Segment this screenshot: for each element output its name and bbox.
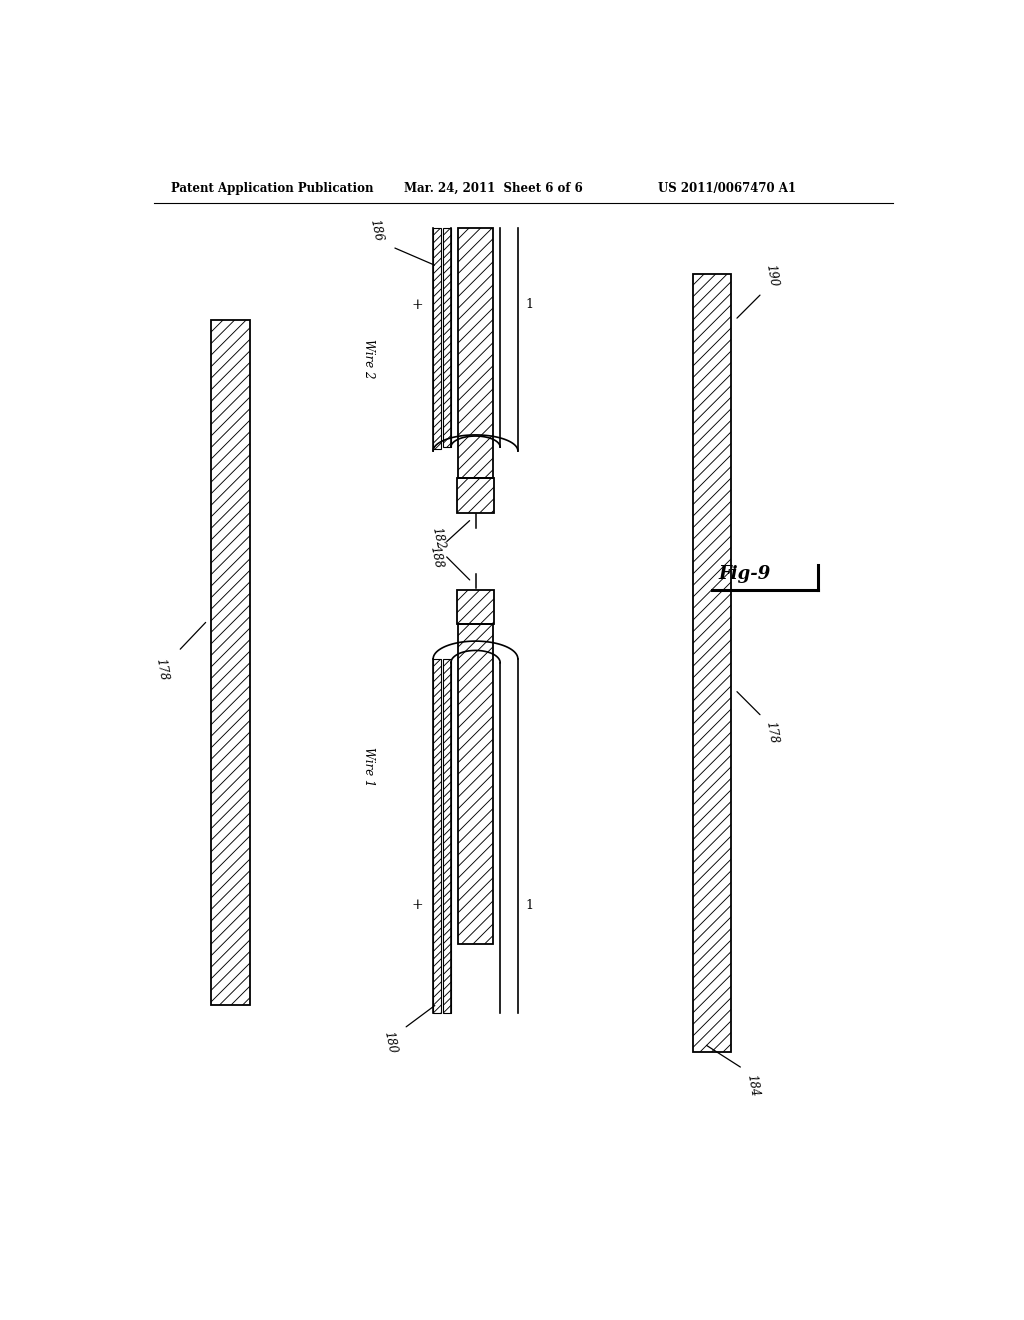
Text: 190: 190 (764, 264, 780, 288)
Text: 182: 182 (429, 527, 446, 552)
Text: US 2011/0067470 A1: US 2011/0067470 A1 (658, 182, 796, 194)
Text: +: + (412, 298, 423, 312)
Text: 186: 186 (368, 218, 385, 243)
Text: 184: 184 (744, 1073, 761, 1097)
Text: Fig-9: Fig-9 (718, 565, 770, 583)
Text: 188: 188 (427, 545, 444, 570)
Text: +: + (412, 899, 423, 912)
Text: Wire 1: Wire 1 (361, 747, 375, 787)
Text: 178: 178 (154, 657, 170, 681)
Text: 178: 178 (764, 721, 780, 744)
Text: 1: 1 (525, 899, 534, 912)
Text: Mar. 24, 2011  Sheet 6 of 6: Mar. 24, 2011 Sheet 6 of 6 (403, 182, 583, 194)
Text: 180: 180 (381, 1030, 398, 1055)
Text: Wire 2: Wire 2 (361, 339, 375, 379)
Text: Patent Application Publication: Patent Application Publication (171, 182, 373, 194)
Text: 1: 1 (525, 298, 534, 312)
